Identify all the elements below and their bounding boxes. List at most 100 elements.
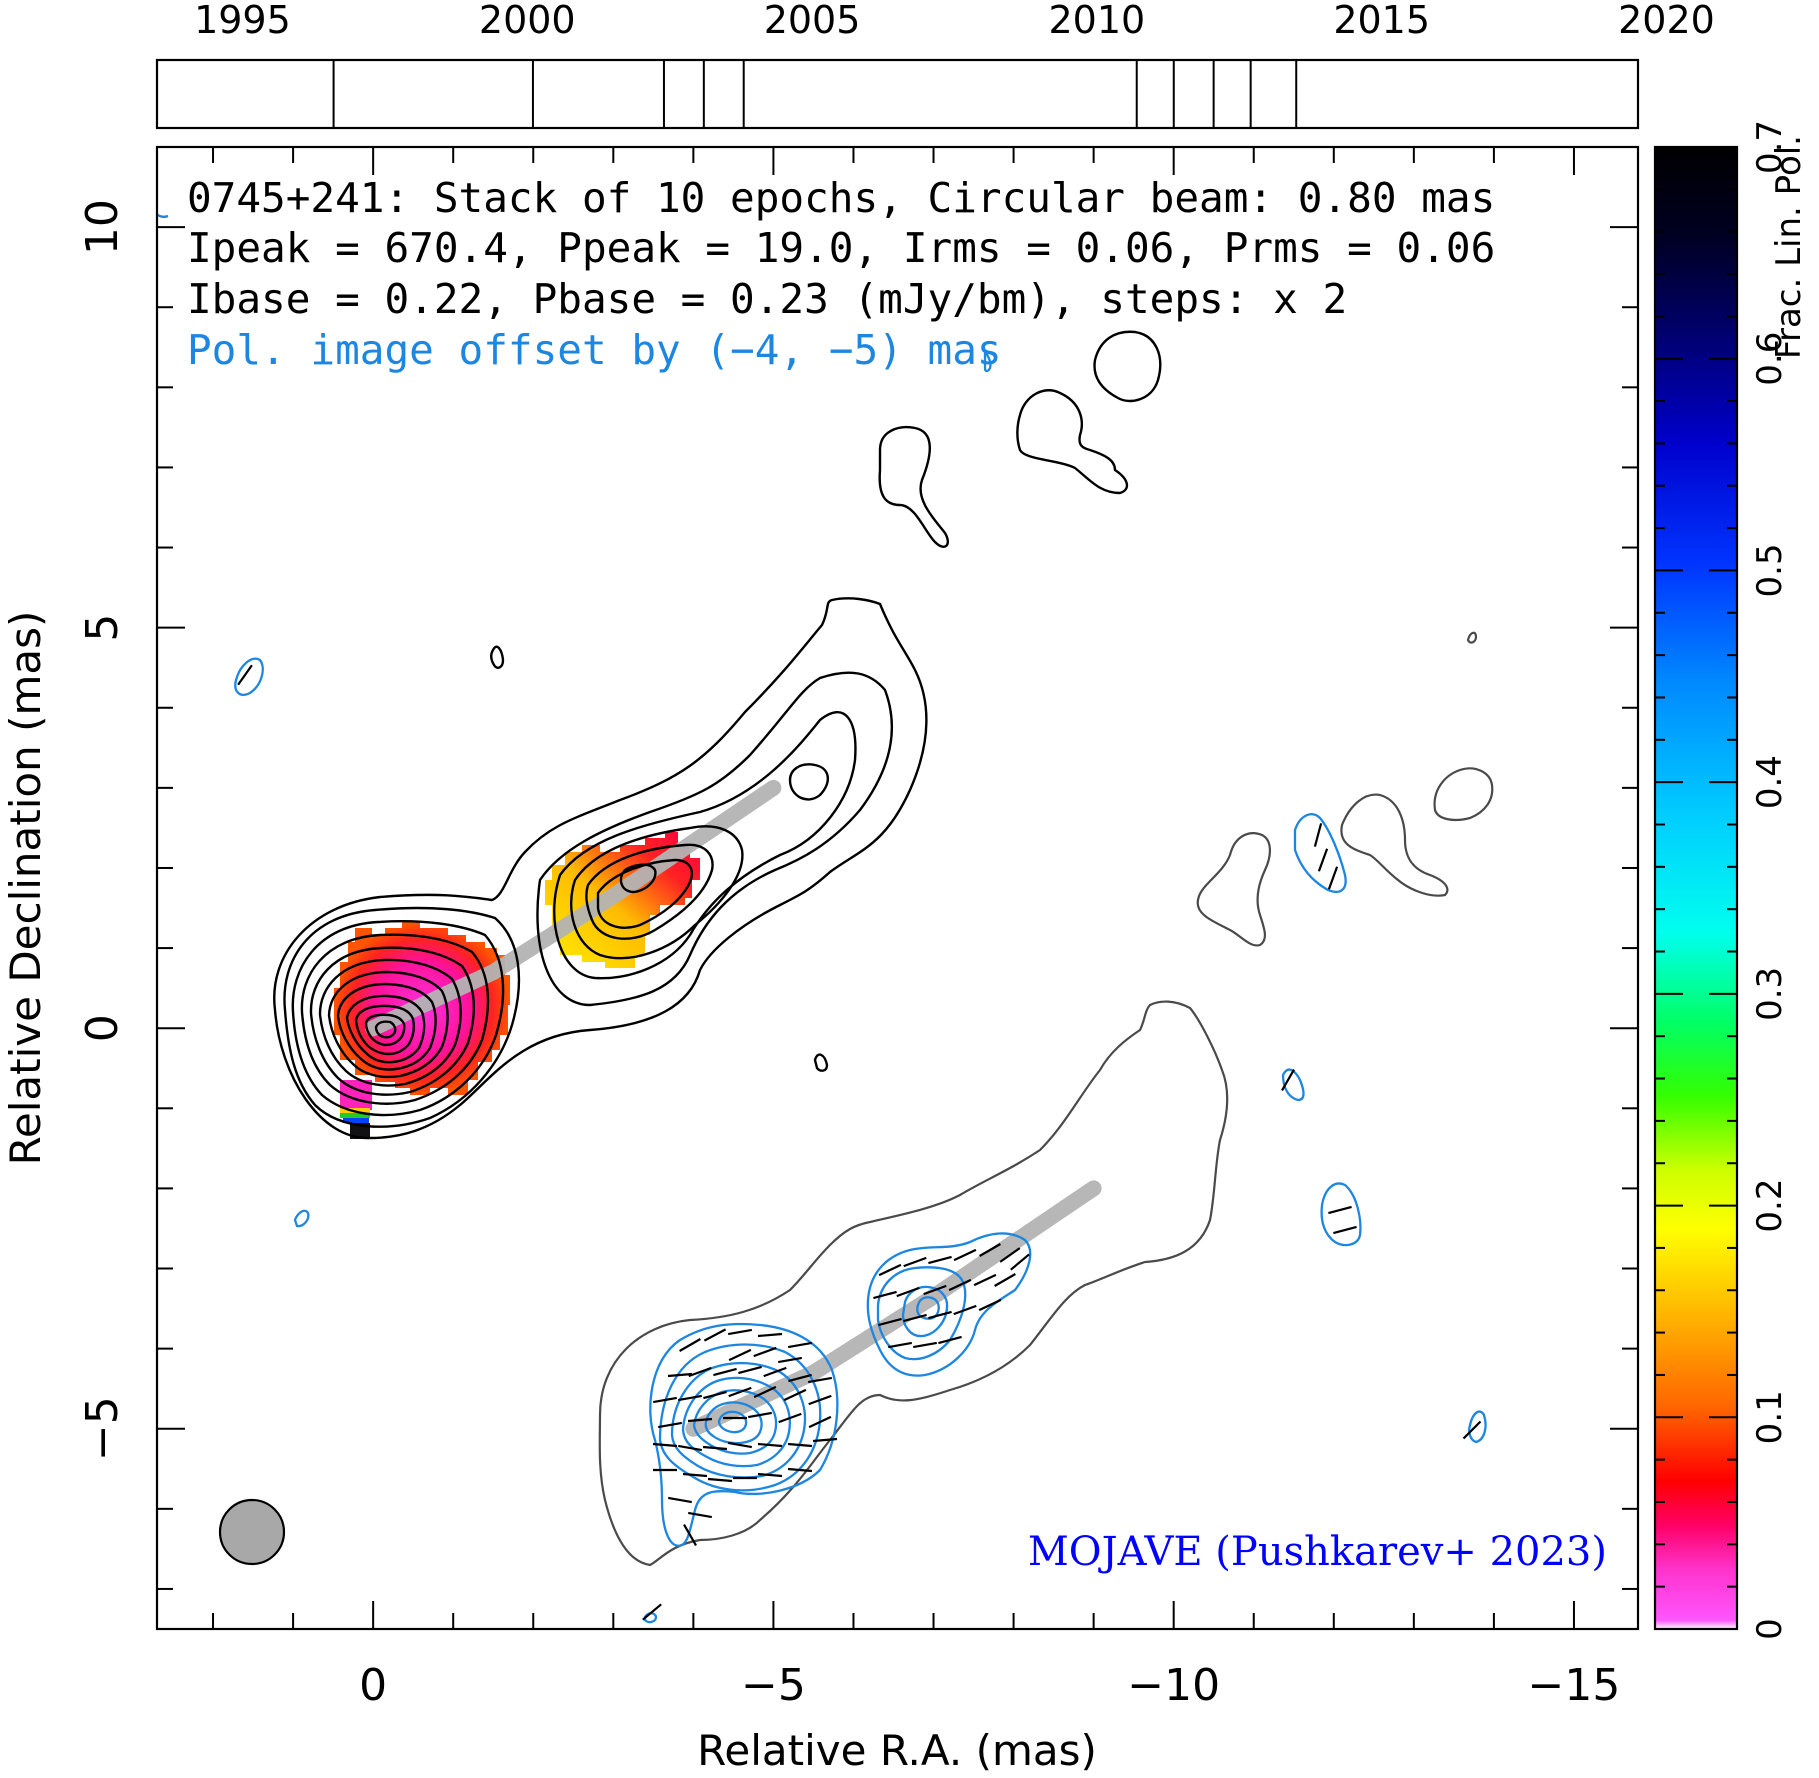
evpa-stick <box>678 1444 702 1452</box>
evpa-stick <box>668 1496 692 1504</box>
pol-edge-mark <box>157 213 169 218</box>
contour-4 <box>570 825 744 960</box>
evpa-stick <box>728 1328 752 1336</box>
core-fracpol-tail-blue <box>343 1118 369 1123</box>
evpa-stick <box>703 1390 727 1400</box>
evpa-stick <box>973 1273 997 1287</box>
pol-isolated-h <box>983 349 992 373</box>
core-ring-9 <box>354 1004 415 1056</box>
evpa-stick <box>757 1442 783 1448</box>
pol-knot-4 <box>916 1296 940 1320</box>
pol-core-7 <box>717 1410 748 1434</box>
evpa-stick <box>748 1411 772 1419</box>
pol-isolated-a <box>234 657 264 696</box>
stokes-i-contours <box>273 330 1162 1140</box>
colorbar-tick-label: 0.4 <box>1750 755 1790 809</box>
pol-isolated-d <box>1281 1068 1305 1102</box>
colorbar-tick-label: 0.7 <box>1750 120 1790 174</box>
evpa-stick <box>757 1472 783 1478</box>
evpa-stick <box>678 1394 702 1402</box>
core-ring-7 <box>336 982 437 1071</box>
header-line-2: Ipeak = 670.4, Ppeak = 19.0, Irms = 0.06… <box>187 224 1495 272</box>
isolated-contour-d <box>1093 330 1162 403</box>
evpa-stick <box>788 1373 812 1383</box>
offset-isolated-b <box>1340 793 1449 897</box>
colorbar-tick-label: 0.1 <box>1750 1390 1790 1444</box>
evpa-stick <box>728 1386 752 1398</box>
core-ring-1 <box>283 906 521 1128</box>
evpa-stick <box>763 1366 787 1378</box>
beam-circle <box>218 1498 286 1566</box>
evpa-stick <box>682 1472 708 1478</box>
evpa-stick <box>878 1317 902 1327</box>
evpa-stick <box>237 664 253 686</box>
pol-isolated-f <box>1468 1410 1487 1444</box>
x-tick-label: −15 <box>1528 1660 1621 1711</box>
pol-knot-outer <box>866 1232 1032 1377</box>
evpa-stick <box>703 1328 727 1342</box>
evpa-stick <box>728 1441 752 1449</box>
evpa-stick <box>903 1313 927 1323</box>
evpa-stick <box>878 1263 902 1277</box>
year-label: 2020 <box>1618 0 1715 42</box>
evpa-stick <box>1328 1205 1352 1215</box>
pol-core-outer <box>649 1322 839 1547</box>
evpa-stick <box>978 1298 1002 1312</box>
core-ring-5 <box>318 958 462 1087</box>
evpa-stick <box>783 1388 807 1402</box>
evpa-stick <box>702 1445 728 1451</box>
x-tick-labels: 0 −5 −10 −15 <box>359 1660 1620 1711</box>
evpa-stick <box>1333 1225 1357 1235</box>
evpa-stick <box>808 1415 832 1429</box>
knot-peak-contour <box>619 863 657 894</box>
plot-area: 0 −5 −10 −15 10 5 0 −5 0745+241: Stack of 10 e… <box>1 145 1640 1775</box>
evpa-stick <box>896 1286 920 1298</box>
evpa-stick <box>713 1367 737 1377</box>
offset-isolated-a <box>1433 767 1494 821</box>
evpa-stick <box>658 1421 682 1429</box>
evpa-stick <box>688 1511 712 1519</box>
evpa-stick <box>653 1396 677 1404</box>
polarized-intensity-contours <box>157 213 1487 1624</box>
y-tick-label: 10 <box>77 199 128 255</box>
evpa-stick <box>873 1290 897 1300</box>
pol-isolated-b <box>293 1209 310 1228</box>
evpa-stick <box>1462 1420 1482 1440</box>
colorbar-tick-label: 0.3 <box>1750 967 1790 1021</box>
x-tick-label: −10 <box>1127 1660 1220 1711</box>
offset-isolated-d <box>1466 631 1478 644</box>
core-peak-contour <box>374 1020 397 1039</box>
evpa-stick <box>808 1394 832 1406</box>
evpa-stick <box>707 1477 733 1483</box>
evpa-sticks <box>237 664 1482 1621</box>
evpa-stick <box>679 1338 701 1352</box>
evpa-stick <box>753 1346 777 1358</box>
evpa-stick <box>688 1366 712 1378</box>
evpa-stick <box>913 1341 937 1349</box>
evpa-stick <box>953 1248 977 1262</box>
epoch-timeline: 1995 2000 2005 2010 2015 2020 <box>155 0 1715 130</box>
year-label: 1995 <box>194 0 291 42</box>
evpa-stick <box>757 1332 783 1338</box>
jet-ridge-line <box>365 779 782 1037</box>
header-line-3: Ibase = 0.22, Pbase = 0.23 (mJy/bm), ste… <box>187 275 1347 323</box>
evpa-stick <box>728 1348 752 1362</box>
evpa-stick <box>888 1341 912 1349</box>
evpa-stick <box>948 1278 972 1292</box>
evpa-stick <box>738 1365 762 1375</box>
core-fracpol-tail-green <box>340 1113 370 1118</box>
year-label: 2000 <box>479 0 576 42</box>
colorbar-label: Frac. Lin. Pol. <box>1769 135 1809 359</box>
pol-core-3 <box>670 1361 807 1479</box>
pol-isolated-e <box>1320 1182 1362 1247</box>
core-ring-10 <box>364 1013 406 1047</box>
evpa-stick <box>923 1284 947 1296</box>
colorbar-tick-label: 0.5 <box>1750 543 1790 597</box>
pol-offset-note: Pol. image offset by (−4, −5) mas <box>187 326 1002 374</box>
evpa-stick <box>787 1467 813 1473</box>
year-label: 2010 <box>1049 0 1146 42</box>
evpa-stick <box>808 1376 832 1384</box>
y-axis-label: Relative Declination (mas) <box>1 611 50 1166</box>
evpa-stick <box>667 1372 693 1378</box>
